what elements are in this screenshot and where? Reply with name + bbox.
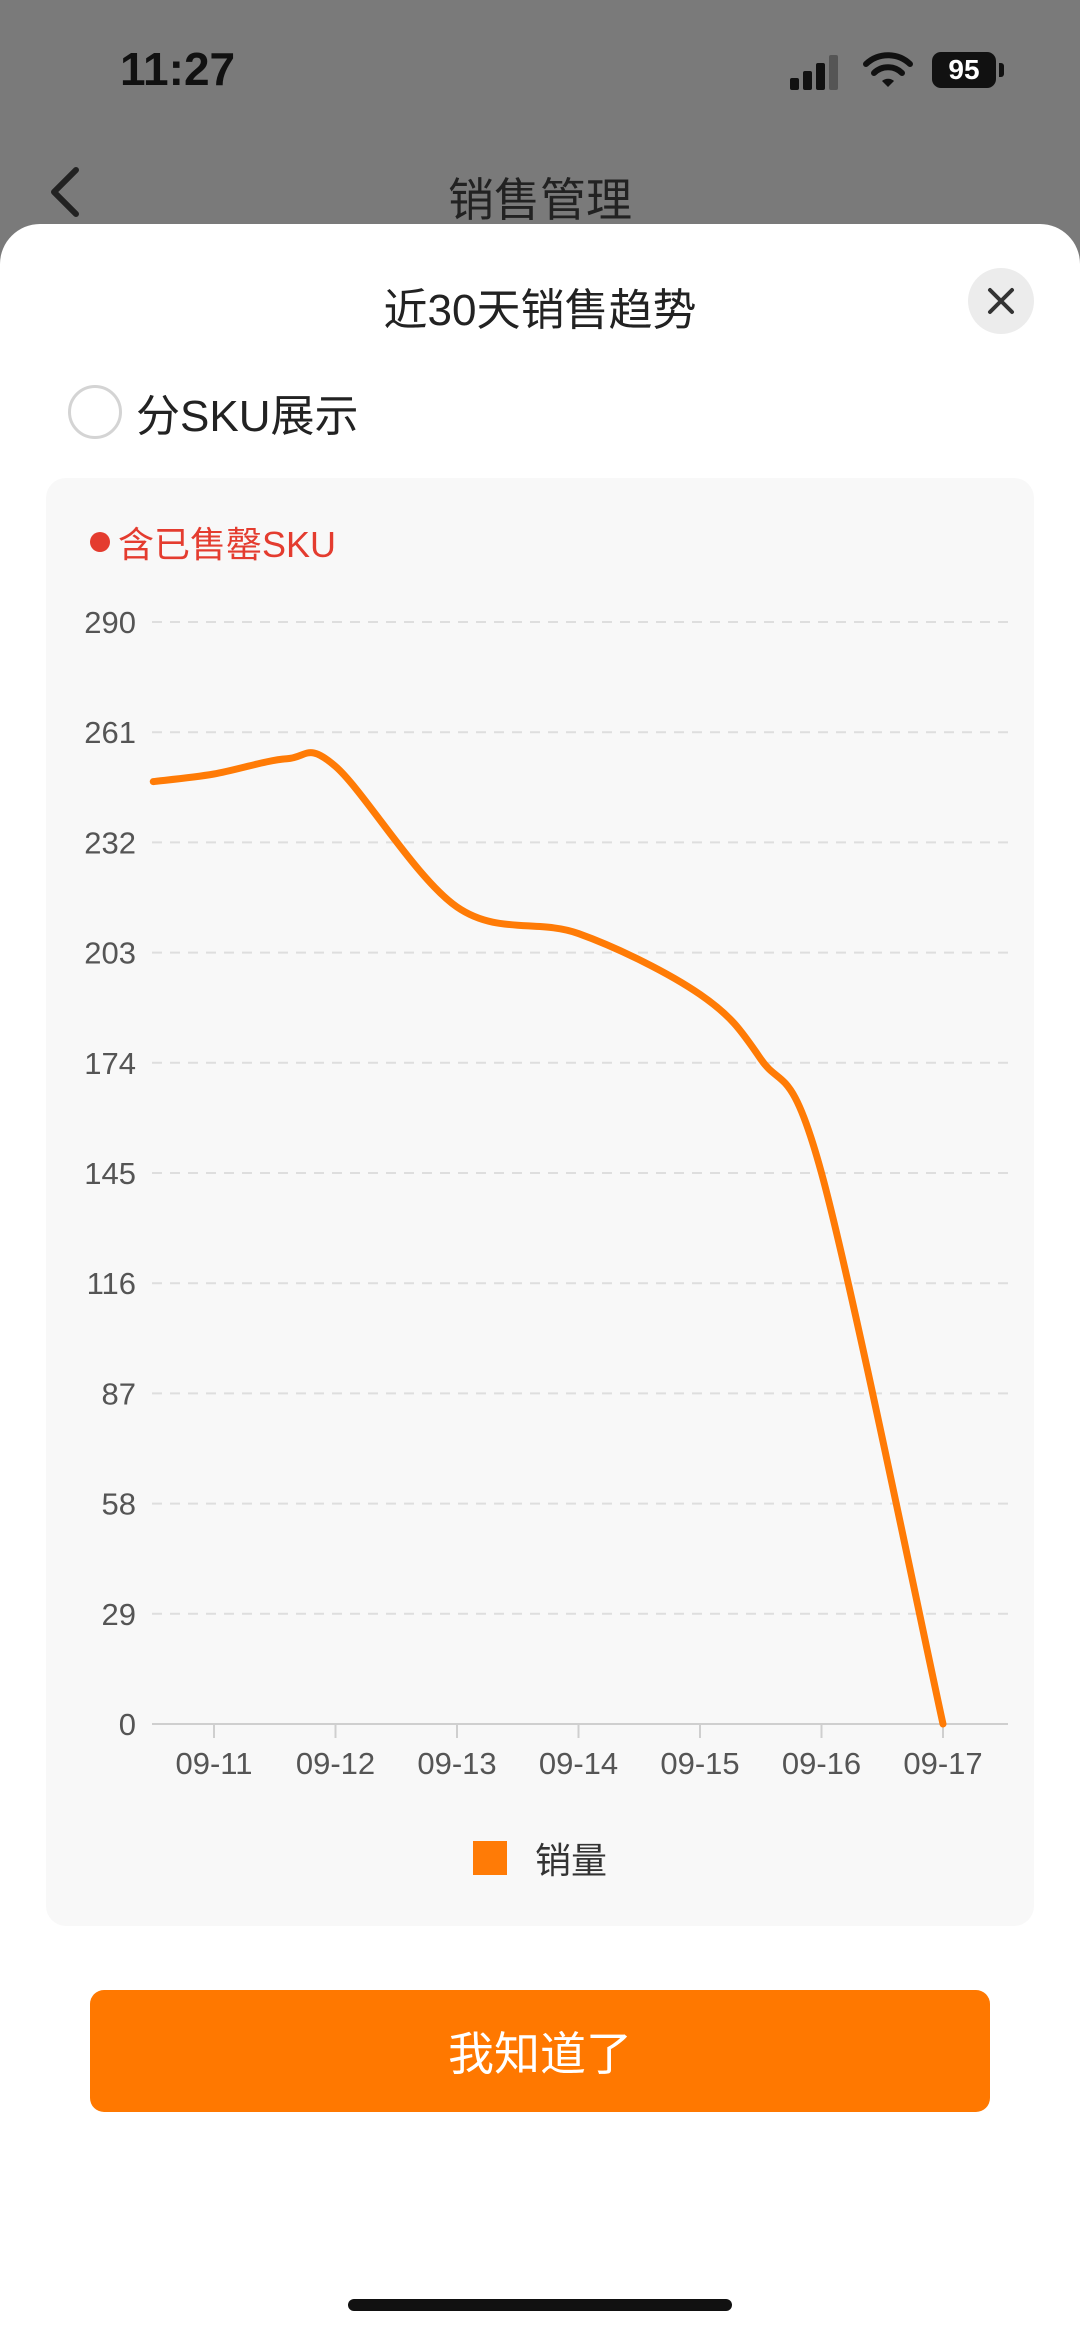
sku-toggle[interactable]: 分SKU展示	[68, 382, 358, 442]
sheet-title: 近30天销售趋势	[383, 286, 697, 335]
x-tick-label: 09-12	[296, 1746, 375, 1781]
y-tick-label: 145	[84, 1156, 136, 1191]
y-tick-label: 87	[102, 1376, 136, 1411]
series-line-sales	[149, 749, 947, 1728]
chart-note-text: 含已售罄SKU	[118, 524, 337, 565]
x-tick-label: 09-15	[660, 1746, 739, 1781]
chart-note: 含已售罄SKU	[90, 516, 336, 568]
sku-toggle-label: 分SKU展示	[136, 392, 359, 441]
home-indicator	[348, 2299, 732, 2311]
legend-label: 销量	[534, 1840, 607, 1881]
chevron-left-icon[interactable]	[46, 164, 86, 220]
legend-swatch	[472, 1841, 507, 1875]
x-tick-label: 09-17	[903, 1746, 982, 1781]
note-dot	[90, 532, 110, 552]
y-tick-label: 29	[102, 1597, 136, 1632]
x-tick-label: 09-14	[539, 1746, 618, 1781]
x-tick-label: 09-11	[176, 1746, 253, 1781]
sales-line-chart: 0 29 58 87 116 145 174 203 232 261 290 09-11 09-12 09…	[84, 605, 1008, 1781]
wifi-icon	[863, 52, 913, 87]
status-time: 11:27	[120, 43, 236, 95]
battery-icon: 95	[932, 52, 996, 88]
y-tick-label: 0	[119, 1707, 136, 1742]
y-tick-label: 58	[102, 1487, 136, 1522]
chart-legend: 销量	[46, 1832, 1034, 1884]
y-tick-label: 174	[84, 1046, 136, 1081]
battery-tip	[999, 63, 1004, 77]
y-tick-label: 232	[84, 825, 136, 860]
signal-icon	[790, 54, 842, 90]
chart-card: 含已售罄SKU 0 29 58 87 116 145 174 203 232 261 290 09-1…	[46, 478, 1034, 1926]
x-tick-label: 09-13	[417, 1746, 496, 1781]
page-title: 销售管理	[448, 174, 632, 226]
y-tick-label: 290	[84, 605, 136, 640]
got-it-button[interactable]: 我知道了	[90, 1990, 990, 2112]
close-icon	[988, 288, 1014, 314]
close-button[interactable]	[968, 268, 1034, 334]
y-tick-label: 116	[87, 1266, 136, 1301]
status-bar: 11:27 95	[0, 0, 1080, 140]
x-tick-label: 09-16	[782, 1746, 861, 1781]
y-tick-label: 203	[84, 936, 136, 971]
y-tick-label: 261	[84, 715, 136, 750]
sku-radio[interactable]	[68, 385, 122, 439]
sales-trend-sheet: 近30天销售趋势 分SKU展示 含已售罄SKU 0 29 58 87 116 145 174…	[0, 224, 1080, 2337]
